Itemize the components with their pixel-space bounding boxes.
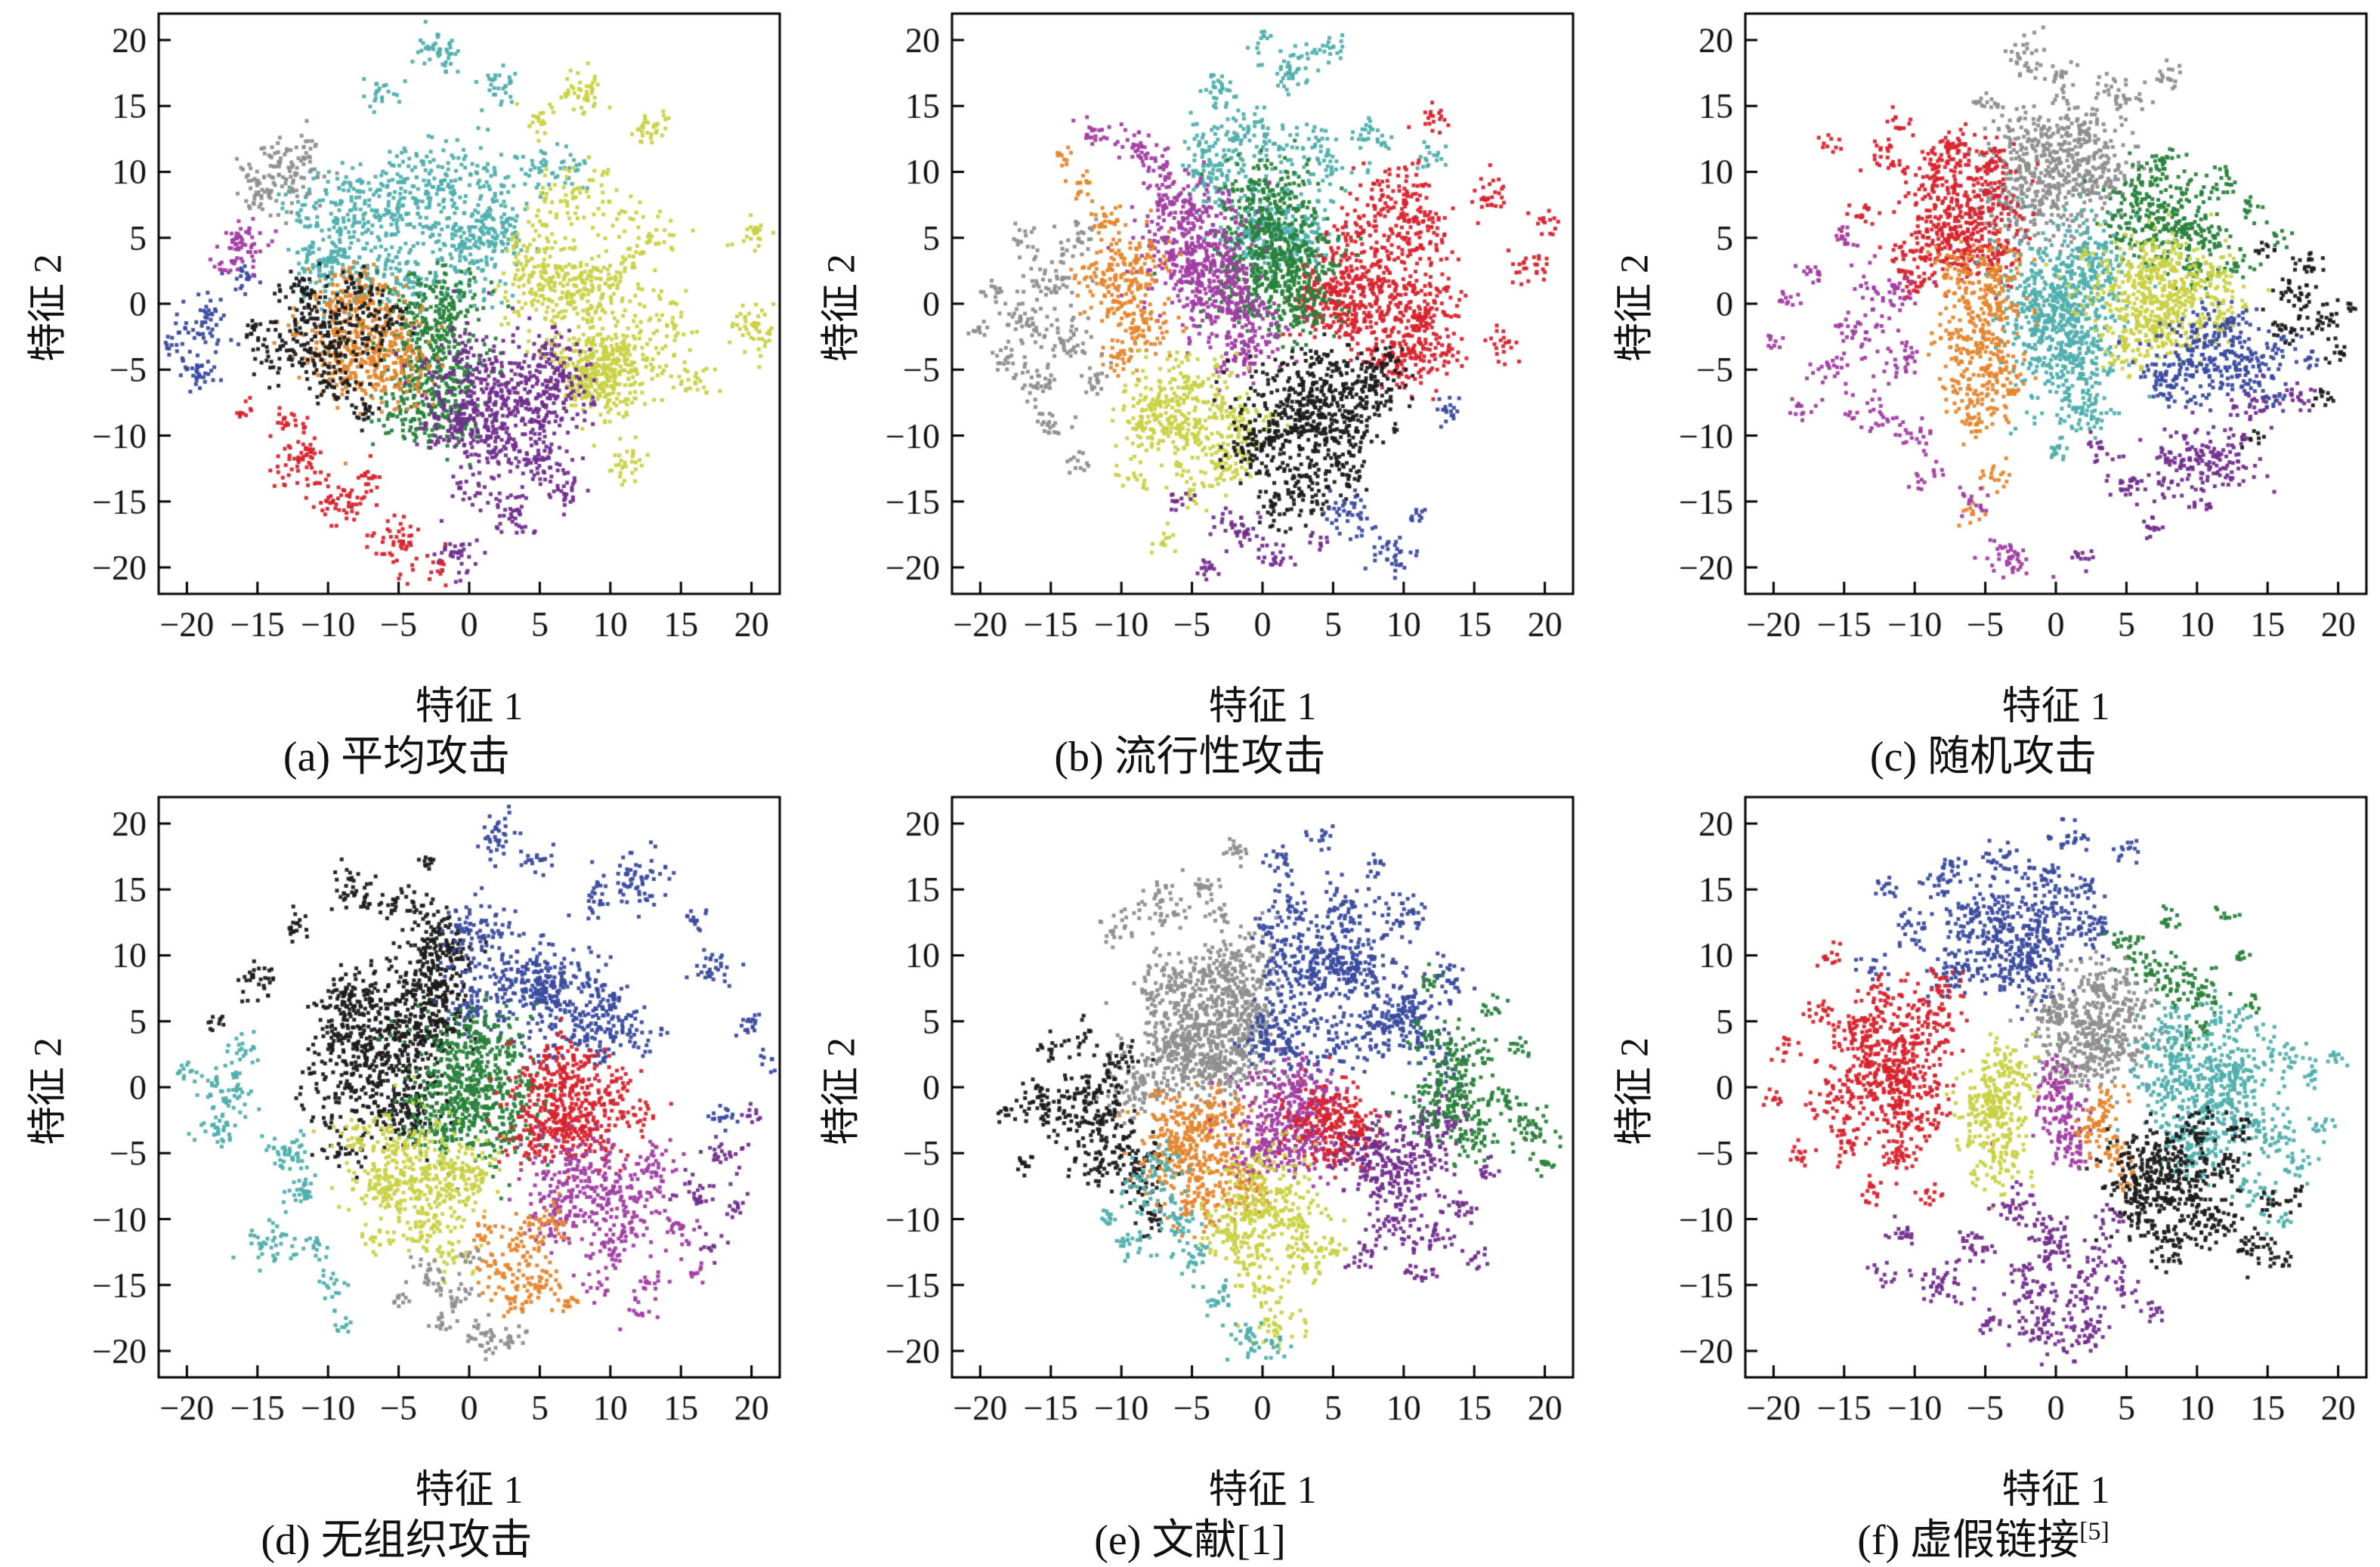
subplot-caption: (b) 流行性攻击 — [1054, 734, 1326, 780]
subplot-caption: (e) 文献[1] — [1094, 1517, 1286, 1564]
scatter-canvas-f — [1587, 784, 2380, 1456]
caption-superscript: [5] — [2079, 1517, 2110, 1546]
x-axis-label: 特征 1 — [2001, 1469, 2110, 1512]
subplot-caption: (c) 随机攻击 — [1869, 734, 2097, 780]
x-axis-label: 特征 1 — [415, 685, 524, 728]
y-axis-label: 特征 2 — [1613, 1037, 1657, 1146]
subplot-caption: (a) 平均攻击 — [283, 734, 511, 780]
y-axis-label: 特征 2 — [26, 1037, 70, 1146]
x-axis-label: 特征 1 — [415, 1469, 524, 1512]
subplot-caption: (d) 无组织攻击 — [261, 1517, 533, 1564]
panel-a: 特征 2 特征 1 (a) 平均攻击 — [0, 0, 793, 784]
y-axis-label: 特征 2 — [26, 254, 70, 363]
scatter-canvas-c — [1587, 0, 2380, 672]
x-axis-label: 特征 1 — [1208, 1469, 1317, 1512]
panel-c: 特征 2 特征 1 (c) 随机攻击 — [1587, 0, 2380, 784]
scatter-canvas-e — [793, 784, 1587, 1456]
x-axis-label: 特征 1 — [1208, 685, 1317, 728]
panel-b: 特征 2 特征 1 (b) 流行性攻击 — [793, 0, 1587, 784]
panel-d: 特征 2 特征 1 (d) 无组织攻击 — [0, 784, 793, 1567]
x-axis-label: 特征 1 — [2001, 685, 2110, 728]
scatter-canvas-b — [793, 0, 1587, 672]
y-axis-label: 特征 2 — [1613, 254, 1657, 363]
subplot-caption: (f) 虚假链接[5] — [1857, 1517, 2110, 1564]
scatter-canvas-d — [0, 784, 793, 1456]
y-axis-label: 特征 2 — [820, 1037, 864, 1146]
panel-e: 特征 2 特征 1 (e) 文献[1] — [793, 784, 1587, 1567]
panel-f: 特征 2 特征 1 (f) 虚假链接[5] — [1587, 784, 2380, 1567]
scatter-canvas-a — [0, 0, 793, 672]
y-axis-label: 特征 2 — [820, 254, 864, 363]
